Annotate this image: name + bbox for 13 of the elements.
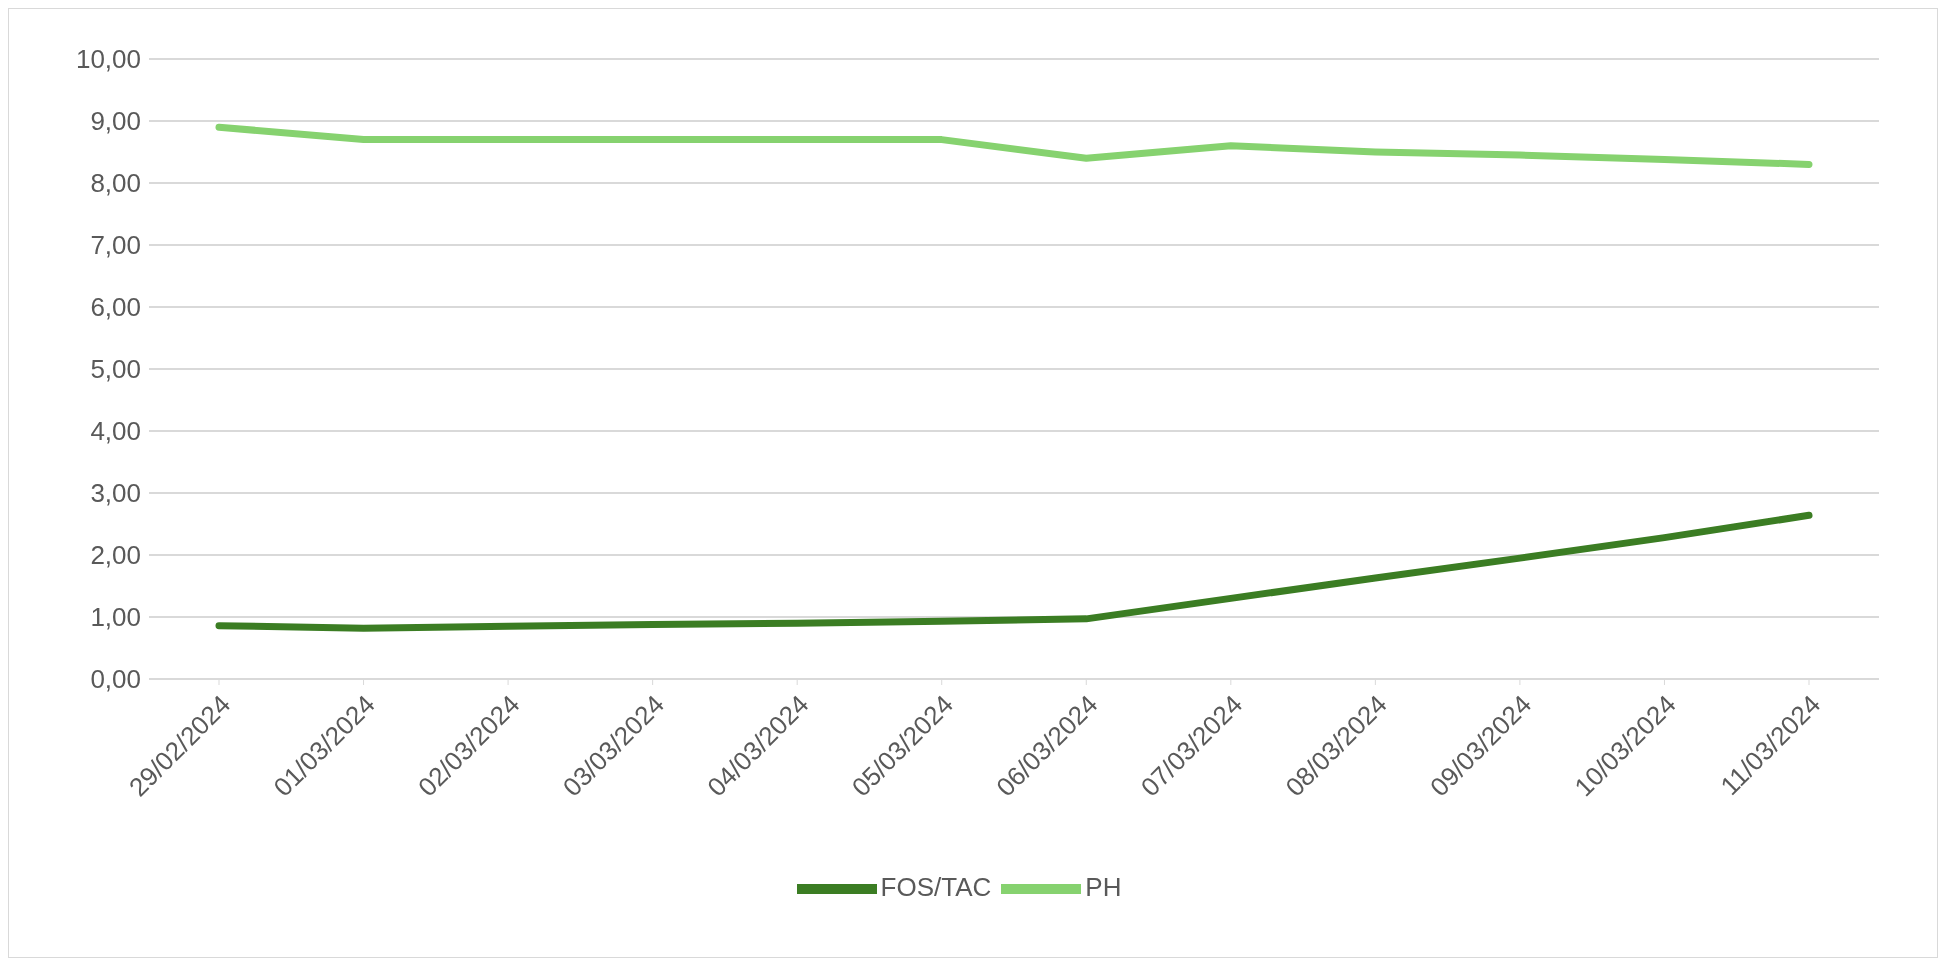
legend-label: PH — [1085, 871, 1122, 902]
y-tick-label: 6,00 — [90, 292, 141, 323]
y-tick-label: 1,00 — [90, 602, 141, 633]
y-tick-label: 8,00 — [90, 168, 141, 199]
y-tick-label: 4,00 — [90, 416, 141, 447]
y-tick-label: 10,00 — [75, 44, 141, 75]
y-tick-label: 7,00 — [90, 230, 141, 261]
y-tick-label: 2,00 — [90, 540, 141, 571]
y-tick-label: 5,00 — [90, 354, 141, 385]
legend-label: FOS/TAC — [880, 871, 992, 902]
y-tick-label: 0,00 — [90, 664, 141, 695]
y-tick-label: 9,00 — [90, 106, 141, 137]
y-tick-label: 3,00 — [90, 478, 141, 509]
